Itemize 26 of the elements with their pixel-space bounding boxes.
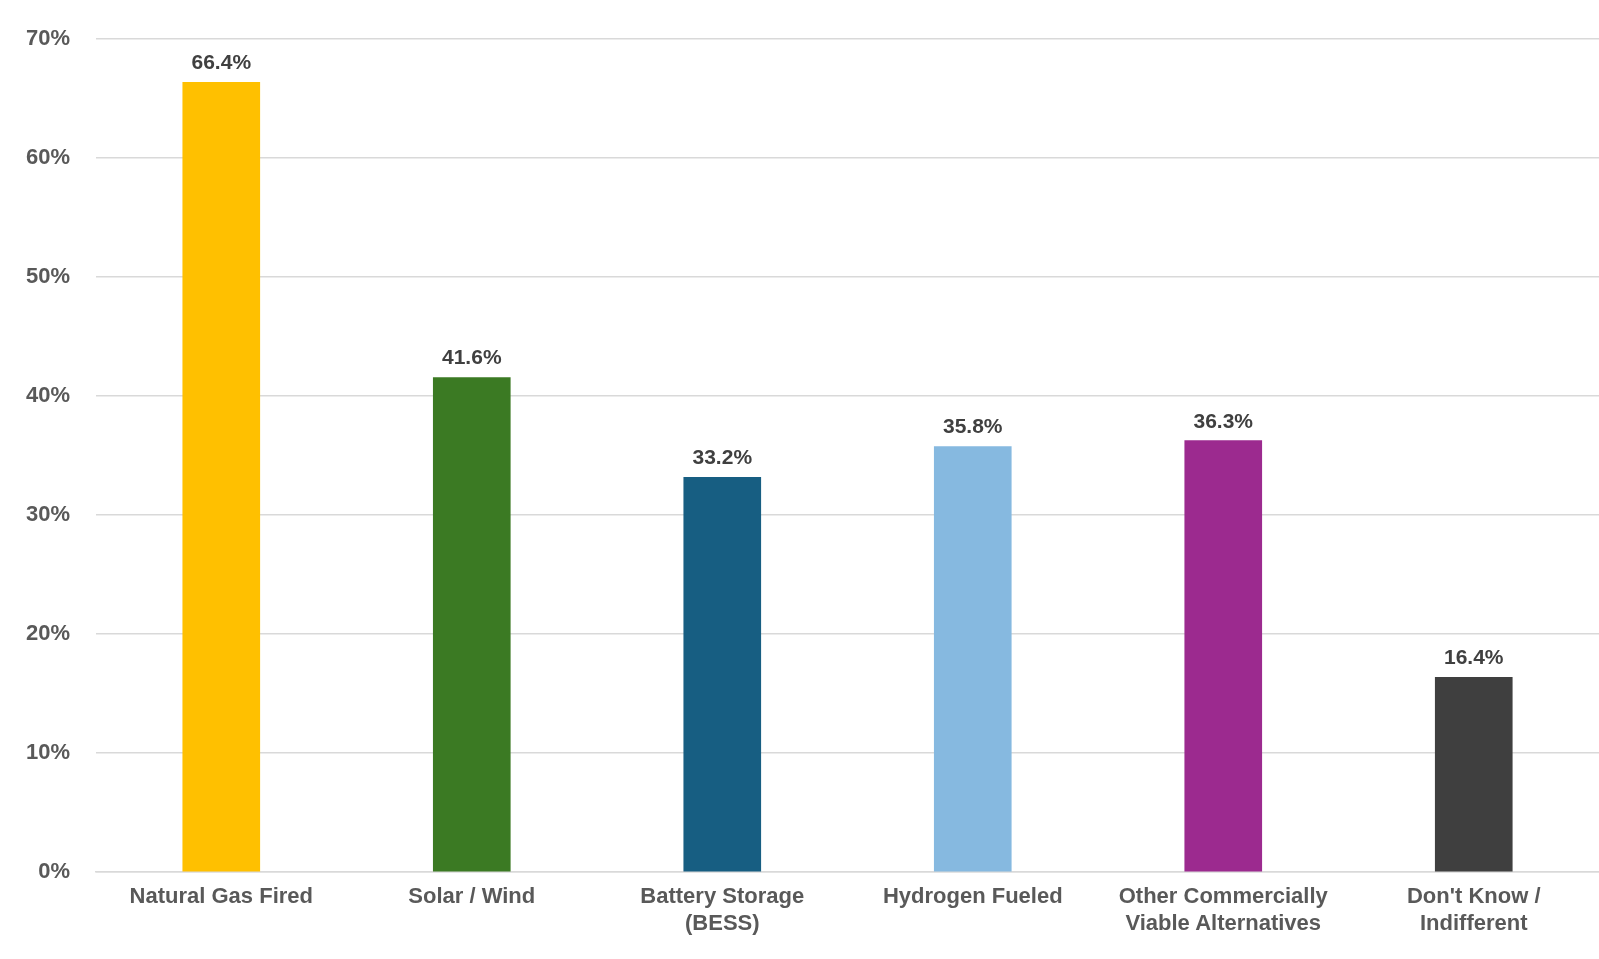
x-tick-label: Natural Gas Fired <box>129 883 313 909</box>
y-tick-label: 0% <box>38 858 71 884</box>
bar <box>432 377 511 872</box>
data-label: 66.4% <box>191 50 252 74</box>
x-tick-label: Don't Know / Indifferent <box>1406 883 1541 935</box>
x-tick-label: Other Commercially Viable Alternatives <box>1118 883 1329 935</box>
bar <box>1434 677 1513 872</box>
y-tick-label: 60% <box>25 144 71 170</box>
bar <box>1184 440 1263 872</box>
y-tick-label: 20% <box>25 620 71 646</box>
data-label: 33.2% <box>692 445 753 469</box>
bar <box>933 446 1012 872</box>
y-tick-label: 40% <box>25 382 71 408</box>
y-tick-label: 70% <box>25 25 71 51</box>
y-tick-label: 50% <box>25 263 71 289</box>
y-tick-label: 10% <box>25 739 71 765</box>
data-label: 41.6% <box>442 345 502 369</box>
y-tick-label: 30% <box>25 501 71 527</box>
x-tick-label: Battery Storage (BESS) <box>640 883 805 935</box>
x-tick-label: Solar / Wind <box>408 883 536 909</box>
data-label: 35.8% <box>942 414 1003 438</box>
data-label: 36.3% <box>1193 408 1254 432</box>
bar <box>683 477 762 872</box>
data-label: 16.4% <box>1443 645 1504 669</box>
x-tick-label: Hydrogen Fueled <box>882 883 1063 909</box>
bar <box>182 82 261 872</box>
